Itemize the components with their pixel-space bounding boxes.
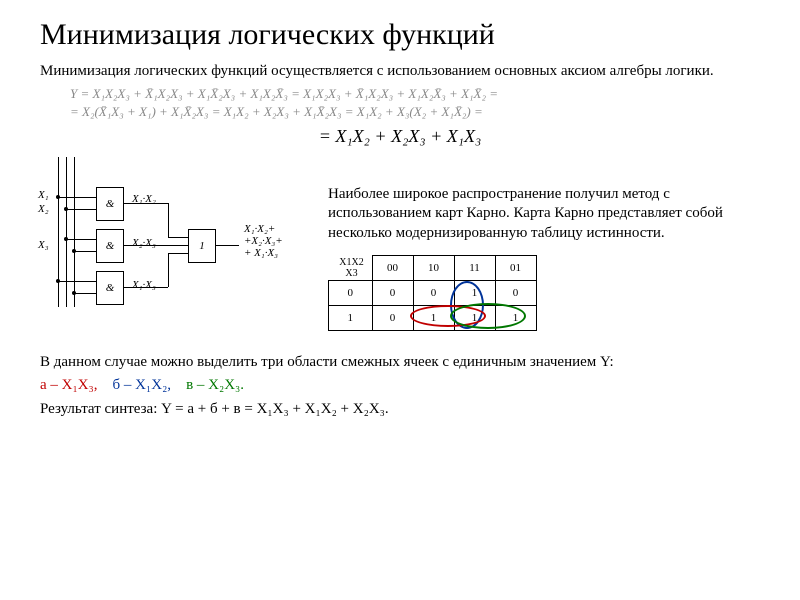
karno-col-10: 10: [413, 256, 454, 281]
karno-cell: 1: [454, 306, 495, 331]
karno-description: Наиболее широкое распространение получил…: [328, 185, 760, 244]
and3-output-label: X₁·X₃: [132, 279, 156, 291]
karno-col-header: X1X2: [339, 257, 363, 268]
karno-col-01: 01: [495, 256, 536, 281]
karno-cell: 0: [495, 281, 536, 306]
karno-map: X1X2 X3 00 10 11 01 0 0 0 1 0: [328, 255, 537, 331]
or-output-label: X₁·X₂+ +X₂·X₃+ + X₁·X₃: [244, 223, 283, 259]
areas-line: а – X₁X₃, б – X₁X₂, в – X₂X₃.: [40, 376, 760, 396]
karno-row1-header: 1: [329, 306, 373, 331]
and-gate-3: &: [96, 271, 124, 305]
equation-main: = X₁X₂ + X₂X₃ + X₁X₃: [40, 126, 760, 147]
input-x3-label: X₃: [38, 239, 49, 251]
karno-row-header: X3: [345, 268, 357, 279]
karno-cell: 1: [495, 306, 536, 331]
logic-circuit: X₁ X₂ X₃ & & &: [40, 157, 310, 347]
karno-cell: 1: [413, 306, 454, 331]
input-x1-label: X₁: [38, 189, 49, 201]
or-gate: 1: [188, 229, 216, 263]
karno-col-11: 11: [454, 256, 495, 281]
area-a: а – X₁X₃,: [40, 377, 98, 393]
karno-cell: 0: [372, 281, 413, 306]
and-gate-2: &: [96, 229, 124, 263]
karno-cell: 0: [413, 281, 454, 306]
karno-row0-header: 0: [329, 281, 373, 306]
equation-line-2: = X₂(X̄₁X₃ + X₁) + X₁X̄₂X₃ = X₁X₂ + X₂X₃…: [70, 104, 760, 120]
input-x2-label: X₂: [38, 203, 49, 215]
area-b: б – X₁X₂,: [113, 377, 172, 393]
and-gate-1: &: [96, 187, 124, 221]
equation-line-1: Y = X₁X₂X₃ + X̄₁X₂X₃ + X₁X̄₂X₃ + X₁X₂X̄₃…: [70, 86, 760, 102]
page-title: Минимизация логических функций: [40, 18, 760, 52]
result-line: Результат синтеза: Y = а + б + в = X₁X₃ …: [40, 400, 760, 420]
karno-cell: 0: [372, 306, 413, 331]
area-v: в – X₂X₃.: [186, 377, 244, 393]
and2-output-label: X₂·X₃: [132, 237, 156, 249]
karno-col-00: 00: [372, 256, 413, 281]
karno-cell: 1: [454, 281, 495, 306]
conclusion-line-1: В данном случае можно выделить три облас…: [40, 353, 760, 373]
intro-text: Минимизация логических функций осуществл…: [40, 62, 760, 82]
